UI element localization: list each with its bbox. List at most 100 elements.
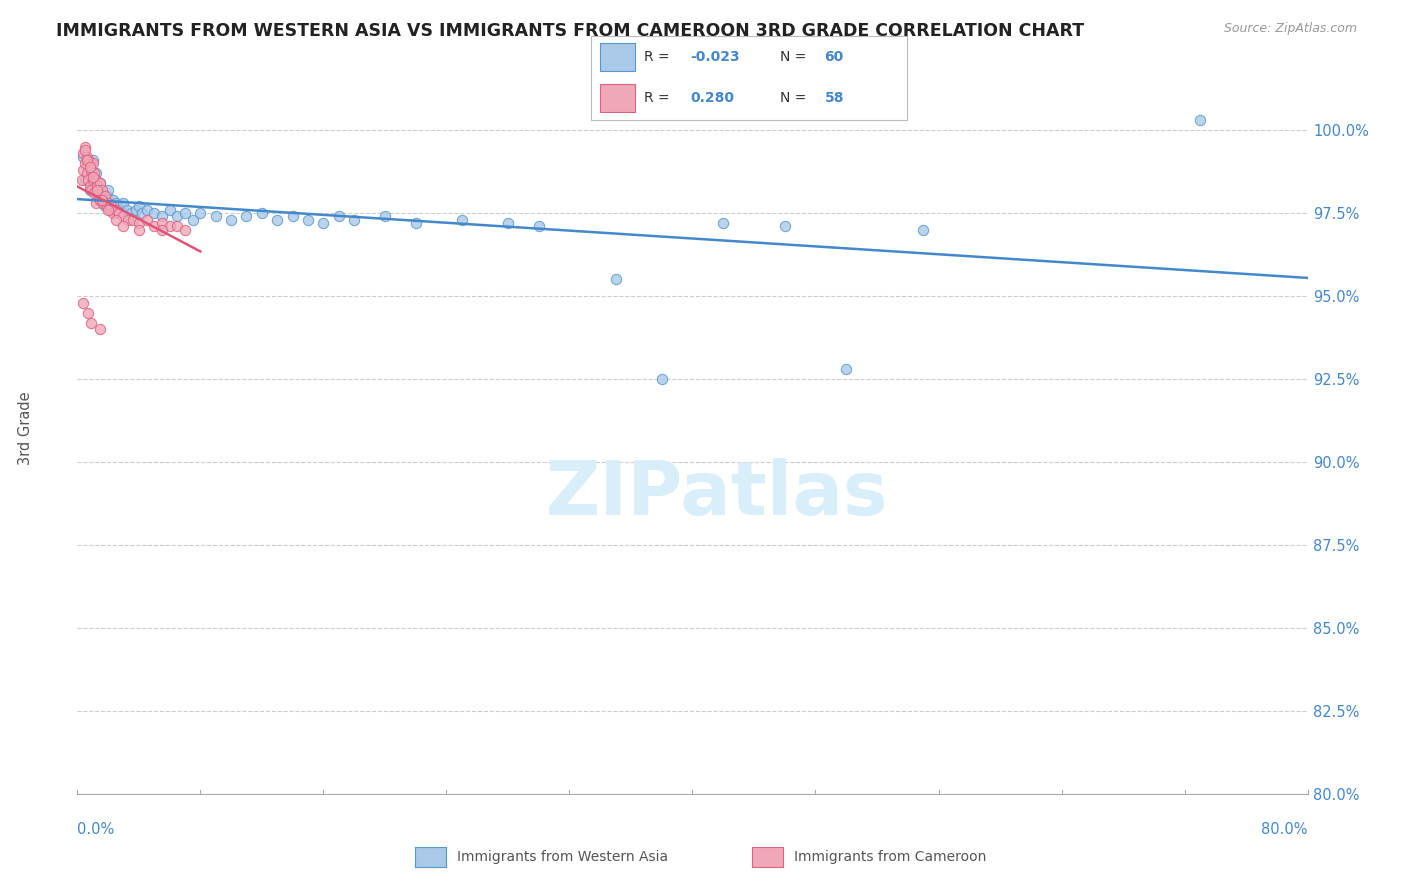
Text: Source: ZipAtlas.com: Source: ZipAtlas.com [1223, 22, 1357, 36]
Point [773, 219, 796, 234]
Point [104, 202, 127, 217]
Point [711, 216, 734, 230]
Point [159, 219, 181, 234]
Point [605, 272, 627, 286]
Point [128, 216, 150, 230]
Point [86, 183, 108, 197]
Point [73, 173, 96, 187]
Text: ZIPatlas: ZIPatlas [546, 458, 889, 531]
Point [328, 210, 350, 224]
Point [80, 169, 103, 184]
Text: N =: N = [780, 50, 807, 64]
Point [181, 212, 204, 227]
Text: 60: 60 [824, 50, 844, 64]
Point [76, 166, 98, 180]
Point [94, 199, 117, 213]
Text: R =: R = [644, 50, 669, 64]
Point [150, 210, 173, 224]
Point [86, 179, 108, 194]
Point [250, 206, 273, 220]
Point [76, 156, 98, 170]
Point [77, 305, 100, 319]
Point [77, 162, 100, 177]
Point [87, 193, 110, 207]
Point [83, 179, 105, 194]
Point [82, 156, 104, 170]
Point [93, 196, 115, 211]
Point [73, 139, 96, 153]
Point [143, 206, 166, 220]
Point [80, 316, 103, 330]
Point [912, 222, 935, 236]
Point [73, 156, 96, 170]
Point [93, 186, 115, 201]
Point [527, 219, 550, 234]
Point [112, 219, 135, 234]
Point [90, 193, 114, 207]
Point [343, 212, 366, 227]
Point [80, 183, 103, 197]
Point [115, 202, 138, 217]
Point [84, 166, 107, 180]
Point [94, 189, 117, 203]
Point [110, 202, 132, 217]
Point [96, 199, 118, 213]
Point [135, 202, 157, 217]
Text: Immigrants from Cameroon: Immigrants from Cameroon [794, 850, 987, 864]
Point [104, 212, 127, 227]
Point [143, 219, 166, 234]
Point [450, 212, 472, 227]
Point [76, 153, 98, 167]
Point [159, 202, 181, 217]
Text: 3rd Grade: 3rd Grade [18, 392, 32, 465]
Point [84, 196, 107, 211]
Point [131, 206, 153, 220]
Point [87, 189, 110, 203]
Point [128, 222, 150, 236]
Text: IMMIGRANTS FROM WESTERN ASIA VS IMMIGRANTS FROM CAMEROON 3RD GRADE CORRELATION C: IMMIGRANTS FROM WESTERN ASIA VS IMMIGRAN… [56, 22, 1084, 40]
Point [86, 189, 108, 203]
Point [135, 212, 157, 227]
Point [835, 362, 858, 376]
Point [100, 199, 122, 213]
Point [219, 212, 242, 227]
Text: 58: 58 [824, 91, 844, 105]
Point [128, 199, 150, 213]
Point [121, 212, 143, 227]
Point [266, 212, 288, 227]
Point [405, 216, 427, 230]
Point [79, 156, 101, 170]
Text: 0.280: 0.280 [690, 91, 734, 105]
Point [105, 199, 128, 213]
Point [79, 160, 101, 174]
Point [84, 173, 107, 187]
Point [117, 212, 139, 227]
Point [90, 196, 114, 211]
Point [73, 143, 96, 157]
Point [104, 196, 127, 211]
Point [72, 150, 94, 164]
Point [374, 210, 396, 224]
Point [97, 183, 120, 197]
Point [79, 183, 101, 197]
Point [125, 202, 148, 217]
Point [77, 173, 100, 187]
Point [101, 206, 124, 220]
Text: 0.0%: 0.0% [77, 822, 114, 838]
Point [150, 216, 173, 230]
Point [70, 173, 93, 187]
Point [89, 322, 111, 336]
Point [82, 153, 104, 167]
Point [166, 210, 188, 224]
Point [651, 372, 673, 386]
Text: 80.0%: 80.0% [1261, 822, 1308, 838]
Text: R =: R = [644, 91, 669, 105]
Text: N =: N = [780, 91, 807, 105]
Point [72, 295, 94, 310]
Point [80, 162, 103, 177]
Point [96, 189, 118, 203]
Point [235, 210, 257, 224]
Text: -0.023: -0.023 [690, 50, 740, 64]
Point [83, 166, 105, 180]
Point [204, 210, 226, 224]
